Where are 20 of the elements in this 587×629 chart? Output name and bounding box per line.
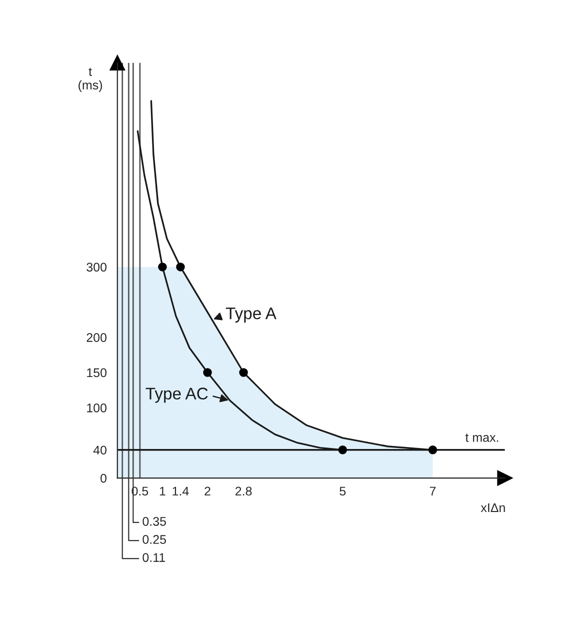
x-tick-label: 7 bbox=[430, 486, 436, 496]
ref-line-label: t max. bbox=[465, 434, 498, 442]
x-tick-label: 5 bbox=[340, 486, 346, 496]
x-tick-label: 1 bbox=[160, 486, 166, 496]
y-axis-title: t (ms) bbox=[78, 68, 102, 92]
y-tick-label: 40 bbox=[93, 446, 106, 455]
y-tick-label: 200 bbox=[86, 333, 106, 342]
x-tick-label: 2.8 bbox=[235, 486, 252, 496]
annotation: 0.11 bbox=[142, 553, 165, 562]
y-tick-label: 150 bbox=[87, 368, 106, 378]
annotation: 0.25 bbox=[142, 535, 166, 544]
series-label: Type AC bbox=[146, 388, 208, 403]
x-tick-label: 1.4 bbox=[172, 486, 189, 496]
y-tick-label: 0 bbox=[100, 474, 106, 483]
legend-label: Type A bbox=[226, 308, 276, 323]
x-axis-title: xIΔn bbox=[480, 503, 505, 512]
x-tick-label: 2 bbox=[204, 486, 210, 496]
y-tick-label: 100 bbox=[87, 403, 106, 412]
y-tick-label: 300 bbox=[86, 262, 106, 272]
annotation: 0.35 bbox=[142, 516, 166, 526]
